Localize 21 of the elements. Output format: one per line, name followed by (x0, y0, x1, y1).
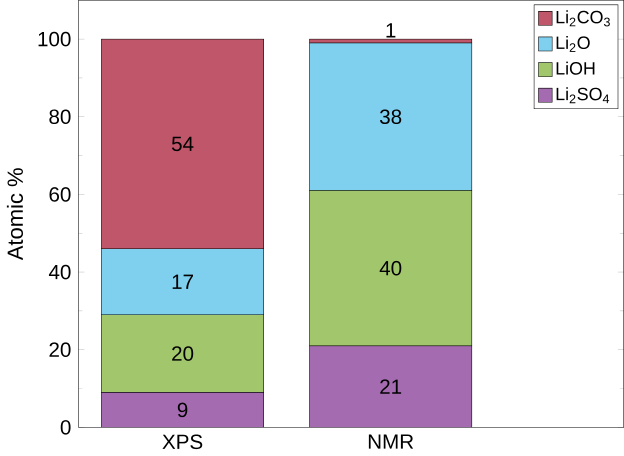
x-tick-label: XPS (162, 434, 202, 450)
y-tick-label: 20 (50, 342, 71, 358)
data-label: 38 (380, 109, 402, 124)
data-label: 9 (178, 402, 188, 418)
data-label: 1 (386, 23, 396, 38)
legend-label: LiOH (556, 62, 594, 75)
y-tick-label: 0 (60, 420, 71, 435)
data-label: 40 (380, 260, 402, 276)
data-label: 20 (172, 346, 194, 361)
data-label: 54 (172, 136, 194, 152)
x-tick-label: NMR (368, 434, 414, 449)
y-tick-label: 40 (48, 264, 71, 280)
y-tick-label: 100 (38, 32, 71, 46)
y-tick-label: 60 (50, 187, 71, 202)
data-label: 17 (172, 274, 193, 289)
y-axis-title: Atomic % (6, 168, 24, 260)
legend-label: Li$_{2}$SO$_{4}$ (556, 87, 610, 104)
data-label: 21 (380, 379, 402, 394)
legend-label: Li$_{2}$CO$_{3}$ (556, 10, 610, 26)
y-tick-label: 80 (49, 109, 71, 124)
legend-label: Li$_{2}$O (556, 36, 590, 52)
